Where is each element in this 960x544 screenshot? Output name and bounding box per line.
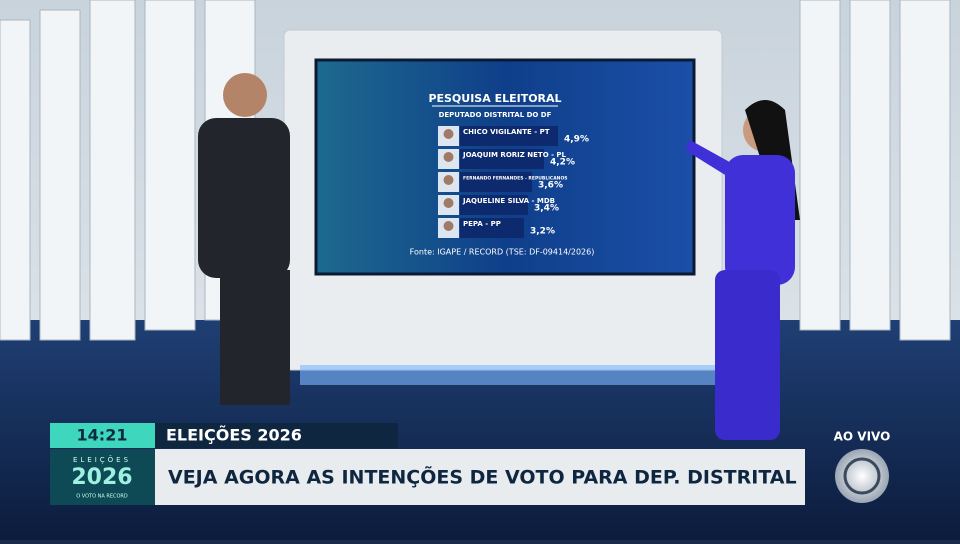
photo-face	[443, 198, 454, 208]
bar	[460, 218, 524, 238]
chart-source: Fonte: IGAPE / RECORD (TSE: DF-09414/202…	[410, 248, 595, 257]
presenter-left	[198, 73, 290, 405]
value-label: 3,6%	[538, 181, 563, 191]
chart-title: PESQUISA ELEITORAL	[428, 92, 561, 105]
lower-third: 14:21 ELEIÇÕES 2026 ELEIÇÕES 2026 O VOTO…	[50, 423, 890, 505]
candidate-name: JOAQUIM RORIZ NETO - PL	[462, 151, 567, 159]
tag: ELEIÇÕES 2026	[166, 426, 302, 445]
logo-bottom: O VOTO NA RECORD	[76, 494, 128, 500]
photo-face	[443, 129, 454, 139]
value-label: 4,2%	[550, 158, 575, 168]
value-label: 4,9%	[564, 135, 589, 145]
time: 14:21	[77, 426, 128, 445]
photo-face	[443, 221, 454, 231]
value-label: 3,4%	[534, 204, 559, 214]
photo-face	[443, 175, 454, 185]
record-logo	[835, 449, 889, 503]
bar	[460, 195, 528, 215]
candidate-name: PEPA - PP	[463, 220, 501, 228]
candidate-name: JAQUELINE SILVA - MDB	[462, 197, 555, 205]
logo-box	[50, 449, 155, 505]
headline: VEJA AGORA AS INTENÇÕES DE VOTO PARA DEP…	[168, 465, 797, 489]
logo-year: 2026	[71, 465, 132, 490]
presenter-right	[685, 100, 800, 440]
bar	[460, 126, 558, 146]
headline-box	[155, 449, 805, 505]
photo-face	[443, 152, 454, 162]
candidate-name: CHICO VIGILANTE - PT	[463, 128, 550, 136]
candidate-name: FERNANDO FERNANDES - REPUBLICANOS	[463, 176, 568, 182]
record-logo-ring	[843, 457, 881, 495]
poll-chart: PESQUISA ELEITORAL DEPUTADO DISTRITAL DO…	[410, 92, 595, 257]
time-box	[50, 423, 155, 448]
live-label: AO VIVO	[834, 430, 891, 444]
chart-subtitle: DEPUTADO DISTRITAL DO DF	[439, 111, 552, 119]
bar	[460, 149, 544, 169]
bar	[460, 172, 532, 192]
logo-top: ELEIÇÕES	[73, 455, 131, 464]
tag-box	[155, 423, 398, 448]
value-label: 3,2%	[530, 227, 555, 237]
